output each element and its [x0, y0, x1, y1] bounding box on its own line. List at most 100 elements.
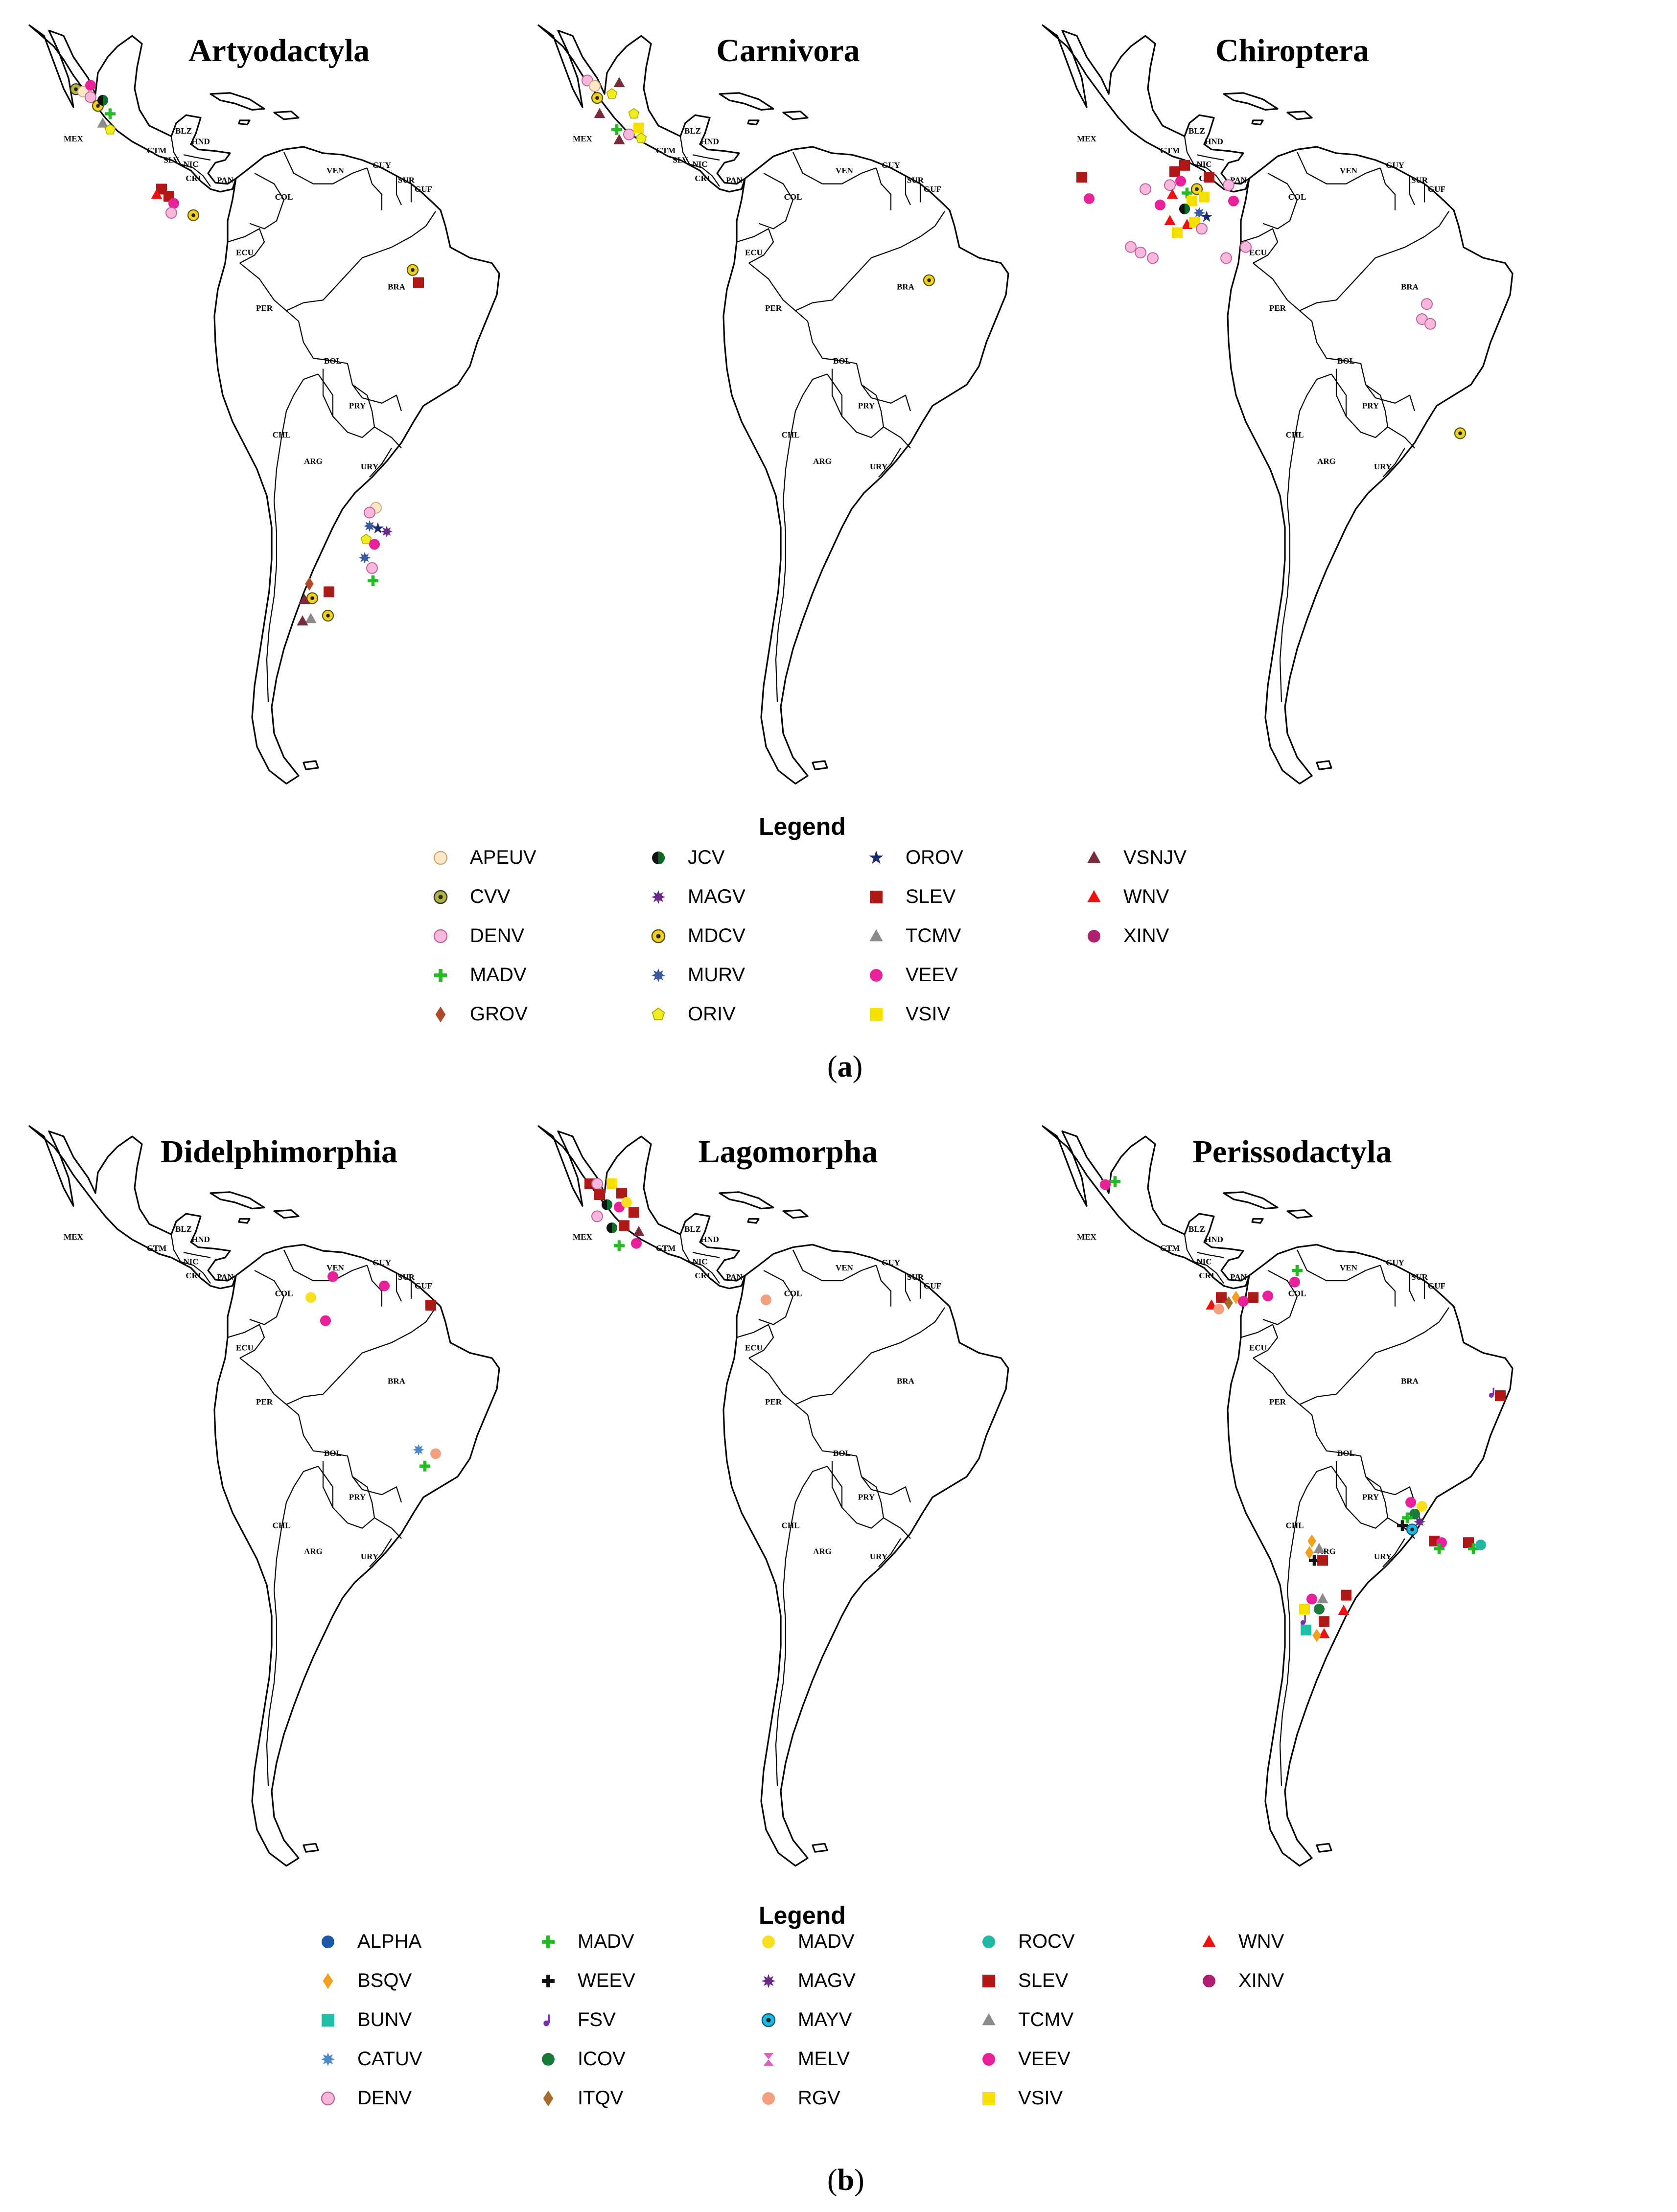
point-madv: [1468, 1543, 1479, 1554]
point-slev: [1179, 160, 1190, 171]
legend-b-entries: ALPHA BSQV BUNV CATUV DENV MADV WEEV FSV ICOV ITQ…: [321, 1931, 1284, 2109]
point-veev: [1084, 193, 1095, 204]
point-veev: [168, 198, 179, 209]
country-border: [1383, 1539, 1405, 1567]
country-border: [286, 374, 318, 411]
country-label: GUY: [1386, 161, 1404, 170]
legend-label: MDCV: [688, 925, 745, 946]
country-label: BOL: [324, 1449, 342, 1458]
land-outline: [720, 93, 773, 110]
point-madv2: [305, 1292, 316, 1303]
country-label: GUF: [415, 184, 432, 194]
country-label: HND: [191, 1235, 210, 1244]
land-outline: [1252, 1219, 1263, 1223]
legend-entry-magv: MAGV: [761, 1970, 856, 1991]
land-outline: [1224, 1192, 1278, 1209]
country-label: PRY: [1362, 401, 1379, 411]
point-mdcv: [923, 274, 935, 286]
legend-entry-denv: DENV: [433, 925, 524, 946]
point-vsnjv: [594, 108, 606, 118]
country-label: CRI: [695, 1271, 710, 1280]
legend-entry-wnv: WNV: [1087, 886, 1169, 907]
country-border: [396, 176, 401, 205]
land-outline: [813, 761, 827, 769]
point-mdcv: [591, 92, 604, 104]
country-border: [374, 427, 401, 448]
country-label: PAN: [1230, 175, 1247, 184]
country-border: [171, 1234, 181, 1263]
country-border: [267, 411, 286, 702]
caption-b: (b): [827, 2164, 864, 2197]
country-border: [795, 1466, 827, 1502]
legend-label: FSV: [578, 2009, 616, 2030]
point-wnv: [1318, 1628, 1330, 1638]
caption-a-letter: a: [837, 1050, 853, 1083]
point-slev: [324, 586, 334, 598]
land-outline: [29, 1126, 236, 1289]
point-bsqv: [1305, 1545, 1314, 1560]
point-veev: [320, 1315, 331, 1326]
country-border: [370, 448, 392, 477]
country-label: GTM: [147, 146, 167, 155]
country-border: [286, 1405, 352, 1476]
country-border: [1300, 311, 1366, 385]
point-madv2: [621, 1197, 632, 1208]
country-label: ECU: [236, 1343, 254, 1352]
country-label: GUY: [373, 161, 391, 170]
country-label: GUF: [1428, 1281, 1445, 1290]
country-border: [749, 263, 795, 311]
country-border: [879, 1539, 901, 1567]
country-border: [776, 411, 795, 702]
country-label: SUR: [907, 1272, 924, 1282]
country-border: [1297, 1250, 1380, 1281]
country-label: URY: [361, 462, 378, 471]
legend-label: CATUV: [357, 2048, 422, 2070]
land-outline: [723, 1244, 1008, 1866]
country-border: [876, 1265, 891, 1306]
legend-label: ALPHA: [357, 1931, 421, 1952]
point-slev: [1317, 1555, 1328, 1566]
country-border: [1300, 1405, 1366, 1476]
country-label: ARG: [304, 1546, 323, 1556]
point-veev: [1238, 1296, 1249, 1307]
country-label: NIC: [183, 1257, 198, 1266]
point-denv: [366, 562, 378, 574]
legend-entry-rocv: ROCV: [982, 1931, 1075, 1952]
land-outline: [538, 1126, 745, 1289]
map-b-1: [538, 1126, 1008, 1866]
point-weev: [1397, 1520, 1408, 1531]
country-border: [203, 176, 210, 186]
country-label: VEN: [1340, 166, 1358, 175]
land-outline: [1228, 1244, 1513, 1866]
legend-label: MAGV: [798, 1970, 856, 1991]
legend-label: MADV: [470, 964, 527, 986]
point-vsnjv: [613, 77, 625, 88]
point-denv: [1196, 223, 1208, 235]
country-border: [267, 1502, 286, 1786]
country-label: PER: [765, 1397, 782, 1406]
point-jcv: [97, 94, 108, 106]
country-labels: MEXBLZHNDGTMNICCRIPANCOLVENGUYSURGUFECUP…: [1077, 126, 1445, 471]
country-border: [179, 1261, 203, 1273]
point-icov: [1314, 1604, 1325, 1615]
country-label: ARG: [813, 457, 832, 466]
country-border: [352, 385, 401, 411]
country-border: [1300, 1466, 1331, 1502]
legend-label: TCMV: [1018, 2009, 1074, 2030]
country-border: [884, 1518, 910, 1539]
country-label: HND: [700, 1235, 719, 1244]
point-slev: [1216, 1292, 1227, 1303]
country-label: BLZ: [1188, 1224, 1205, 1234]
point-veev: [1155, 199, 1165, 210]
country-label: GUF: [924, 1281, 941, 1290]
country-border: [1185, 1234, 1194, 1263]
country-border: [759, 1270, 793, 1325]
legend-label: MAGV: [688, 886, 745, 907]
country-label: CHL: [273, 430, 291, 439]
legend-label: RGV: [798, 2087, 840, 2109]
country-label: CRI: [695, 174, 710, 183]
country-border: [1336, 369, 1388, 438]
country-label: ARG: [813, 1546, 832, 1556]
country-label: COL: [1288, 1289, 1306, 1298]
